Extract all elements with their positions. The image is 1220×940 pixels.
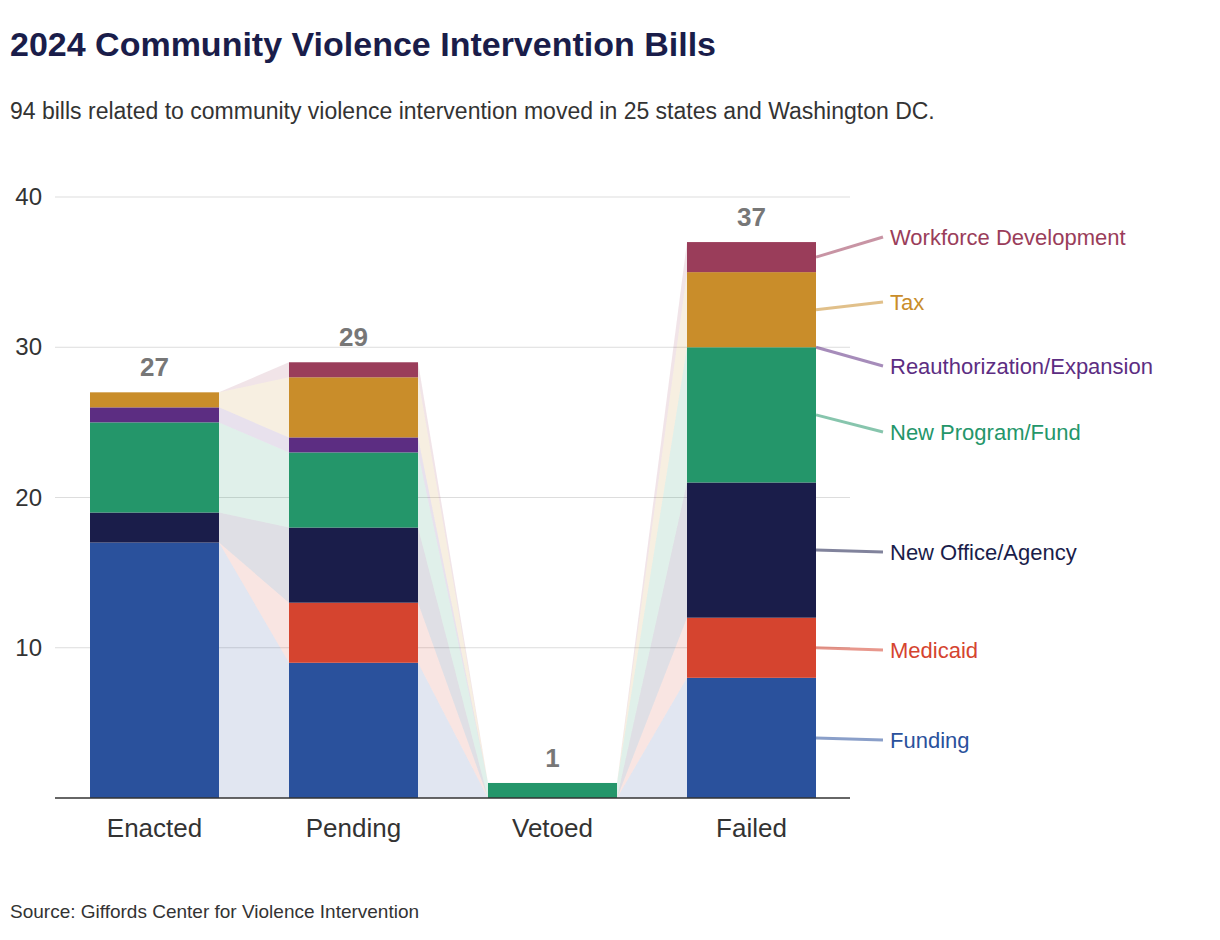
bar-segment: [488, 782, 617, 783]
bar-segment: [687, 618, 816, 678]
bar-segment: [90, 543, 219, 798]
source: Source: Giffords Center for Violence Int…: [10, 901, 419, 922]
bar-segment: [289, 663, 418, 798]
bar-segment: [90, 513, 219, 543]
x-tick-label: Pending: [306, 813, 401, 843]
bar-segment: [687, 272, 816, 347]
flow-ribbon: [219, 362, 289, 392]
bar-segment: [289, 528, 418, 603]
bar-segment: [289, 452, 418, 527]
x-tick-label: Failed: [716, 813, 787, 843]
grid-line: [55, 197, 850, 198]
x-axis-line: [55, 797, 850, 799]
bar-segment: [90, 392, 219, 393]
bar-segment: [90, 407, 219, 422]
total-label: 27: [140, 352, 169, 382]
bar-segment: [687, 347, 816, 482]
legend-leader: [816, 738, 883, 740]
bar-segment: [289, 437, 418, 452]
subtitle: 94 bills related to community violence i…: [10, 98, 935, 124]
bar-segment: [687, 482, 816, 617]
bar-segment: [90, 422, 219, 512]
legend-label: Medicaid: [890, 638, 978, 663]
y-tick-label: 20: [15, 484, 42, 511]
legend-leader: [816, 550, 883, 552]
bar-segment: [488, 782, 617, 783]
legend-leader: [816, 347, 883, 366]
legend-label: Workforce Development: [890, 225, 1126, 250]
flow-ribbon: [617, 347, 687, 798]
legend-label: Reauthorization/Expansion: [890, 354, 1153, 379]
bar-segment: [488, 783, 617, 798]
legend-leader: [816, 302, 883, 310]
bar-segment: [488, 782, 617, 783]
title: 2024 Community Violence Intervention Bil…: [10, 25, 716, 63]
x-tick-label: Vetoed: [512, 813, 593, 843]
ribbons: [219, 242, 687, 798]
bars: [90, 242, 816, 798]
flow-ribbon: [617, 242, 687, 783]
flow-ribbon: [219, 513, 289, 603]
bar-segment: [687, 678, 816, 798]
bar-segment: [90, 392, 219, 407]
chart: 2024 Community Violence Intervention Bil…: [0, 0, 1220, 940]
bar-segment: [289, 603, 418, 663]
legend: Funding Medicaid New Office/Agency New Prog…: [816, 225, 1153, 753]
y-tick-label: 30: [15, 333, 42, 360]
bar-segment: [687, 242, 816, 272]
y-tick-label: 40: [15, 183, 42, 210]
total-label: 1: [545, 743, 559, 773]
legend-label: Funding: [890, 728, 970, 753]
legend-leader: [816, 648, 883, 650]
flow-ribbon: [418, 452, 488, 798]
flow-ribbon: [418, 362, 488, 783]
plot-area: [90, 242, 816, 798]
x-tick-label: Enacted: [107, 813, 202, 843]
total-label: 37: [737, 202, 766, 232]
legend-label: New Program/Fund: [890, 420, 1081, 445]
legend-label: Tax: [890, 290, 924, 315]
flow-ribbon: [219, 377, 289, 437]
legend-leader: [816, 415, 883, 432]
y-tick-label: 10: [15, 634, 42, 661]
total-label: 29: [339, 322, 368, 352]
legend-label: New Office/Agency: [890, 540, 1077, 565]
bar-segment: [289, 362, 418, 377]
page: {"chart_data": { "type": "bar", "stacked…: [0, 0, 1220, 940]
legend-leader: [816, 237, 883, 257]
bar-segment: [289, 377, 418, 437]
